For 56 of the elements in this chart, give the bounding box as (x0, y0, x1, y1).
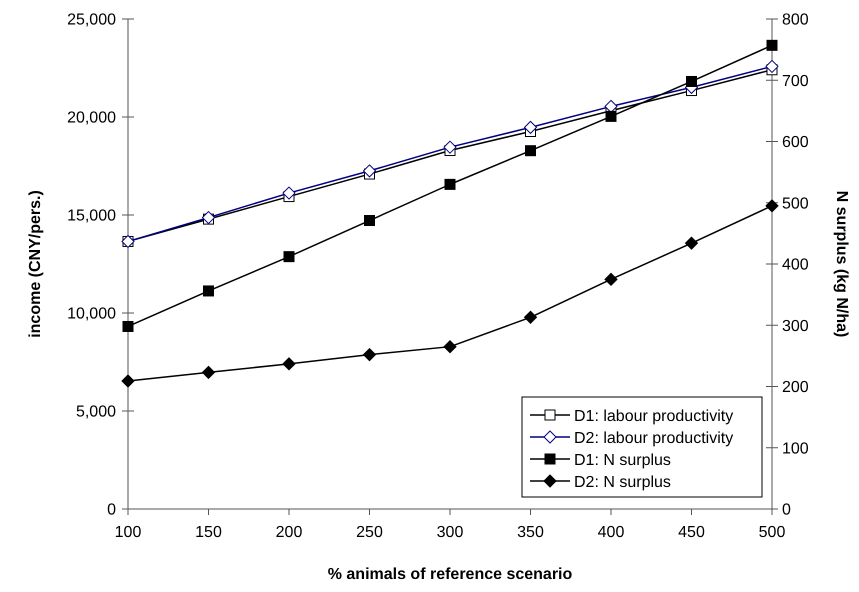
point (444, 140, 456, 154)
y2-tick-label: 600 (782, 134, 809, 151)
point (685, 236, 698, 250)
y-tick-label: 25,000 (67, 12, 116, 28)
y-tick-label: 0 (107, 502, 116, 518)
legend-label: D1: labour productivity (574, 408, 734, 425)
point (766, 60, 778, 73)
legend-label: D2: labour productivity (574, 430, 734, 447)
x-tick-label: 500 (758, 524, 786, 541)
y-tick-label: 10,000 (67, 306, 116, 322)
point (766, 199, 778, 212)
point (282, 357, 296, 370)
y2-axis-title: N surplus (kg N/ha) (833, 190, 850, 338)
x-tick-label: 200 (276, 524, 302, 541)
point (284, 251, 294, 262)
point (363, 348, 376, 362)
y-tick-label: 15,000 (67, 208, 116, 224)
y2-tick-label: 500 (782, 195, 809, 212)
legend-label: D2: N surplus (574, 474, 671, 491)
point (122, 374, 134, 388)
x-tick-label: 100 (114, 524, 142, 541)
point (604, 272, 618, 286)
point (686, 76, 697, 87)
y-tick-label: 20,000 (67, 110, 116, 126)
x-tick-label: 350 (517, 524, 544, 541)
x-tick-label: 450 (678, 524, 705, 541)
point (122, 320, 134, 332)
x-tick-label: 250 (356, 524, 383, 541)
point (444, 178, 456, 190)
x-tick-label: 150 (195, 524, 222, 541)
legend-label: D1: N surplus (574, 452, 671, 469)
y-tick-label: 5,000 (76, 404, 116, 420)
point (202, 211, 215, 224)
y-axis-title: income (CNY/pers.) (27, 190, 44, 338)
point (525, 145, 536, 156)
point (524, 120, 537, 134)
x-axis-title: % animals of reference scenario (328, 566, 572, 583)
y2-tick-label: 100 (782, 440, 809, 458)
y2-tick-label: 400 (782, 256, 809, 274)
point (203, 285, 214, 296)
point (202, 366, 215, 379)
point (606, 110, 616, 122)
x-tick-label: 400 (598, 524, 624, 541)
point (364, 215, 375, 226)
point (444, 340, 456, 354)
point (282, 186, 296, 200)
point (604, 100, 618, 113)
y2-tick-label: 0 (782, 502, 791, 518)
point (524, 310, 537, 324)
y2-tick-label: 800 (782, 12, 809, 28)
y2-tick-label: 200 (782, 379, 809, 396)
point (766, 40, 778, 51)
point (363, 164, 376, 178)
x-tick-label: 300 (436, 524, 464, 541)
y2-tick-label: 700 (782, 72, 809, 90)
y2-tick-label: 300 (782, 318, 809, 335)
